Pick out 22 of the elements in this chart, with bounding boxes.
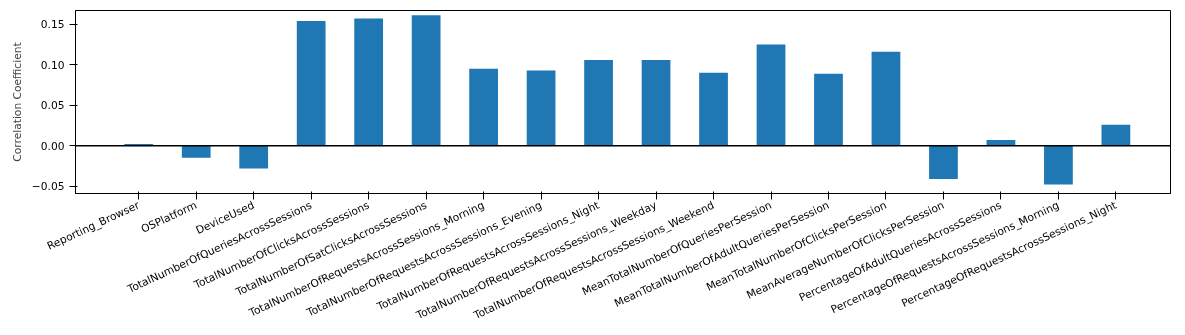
bar	[411, 15, 441, 146]
bar	[929, 145, 958, 179]
bar	[354, 18, 384, 146]
bar	[641, 59, 671, 146]
bar	[1101, 124, 1131, 146]
bar	[239, 145, 269, 169]
y-axis-title: Correlation Coefficient	[10, 42, 24, 162]
y-tick-label: 0.15	[40, 18, 65, 32]
y-tick-label: 0.10	[40, 58, 65, 72]
bar	[871, 51, 901, 146]
bar	[699, 72, 728, 146]
y-tick-label: −0.05	[31, 180, 65, 194]
bar	[469, 68, 498, 146]
y-tick-label: 0.00	[40, 139, 65, 153]
bar	[181, 145, 211, 158]
bar	[814, 73, 843, 146]
bar	[1044, 145, 1073, 185]
bar	[584, 59, 613, 146]
y-tick-label: 0.05	[40, 99, 65, 113]
bar	[756, 44, 786, 146]
bar	[526, 70, 556, 146]
bar	[296, 21, 326, 146]
